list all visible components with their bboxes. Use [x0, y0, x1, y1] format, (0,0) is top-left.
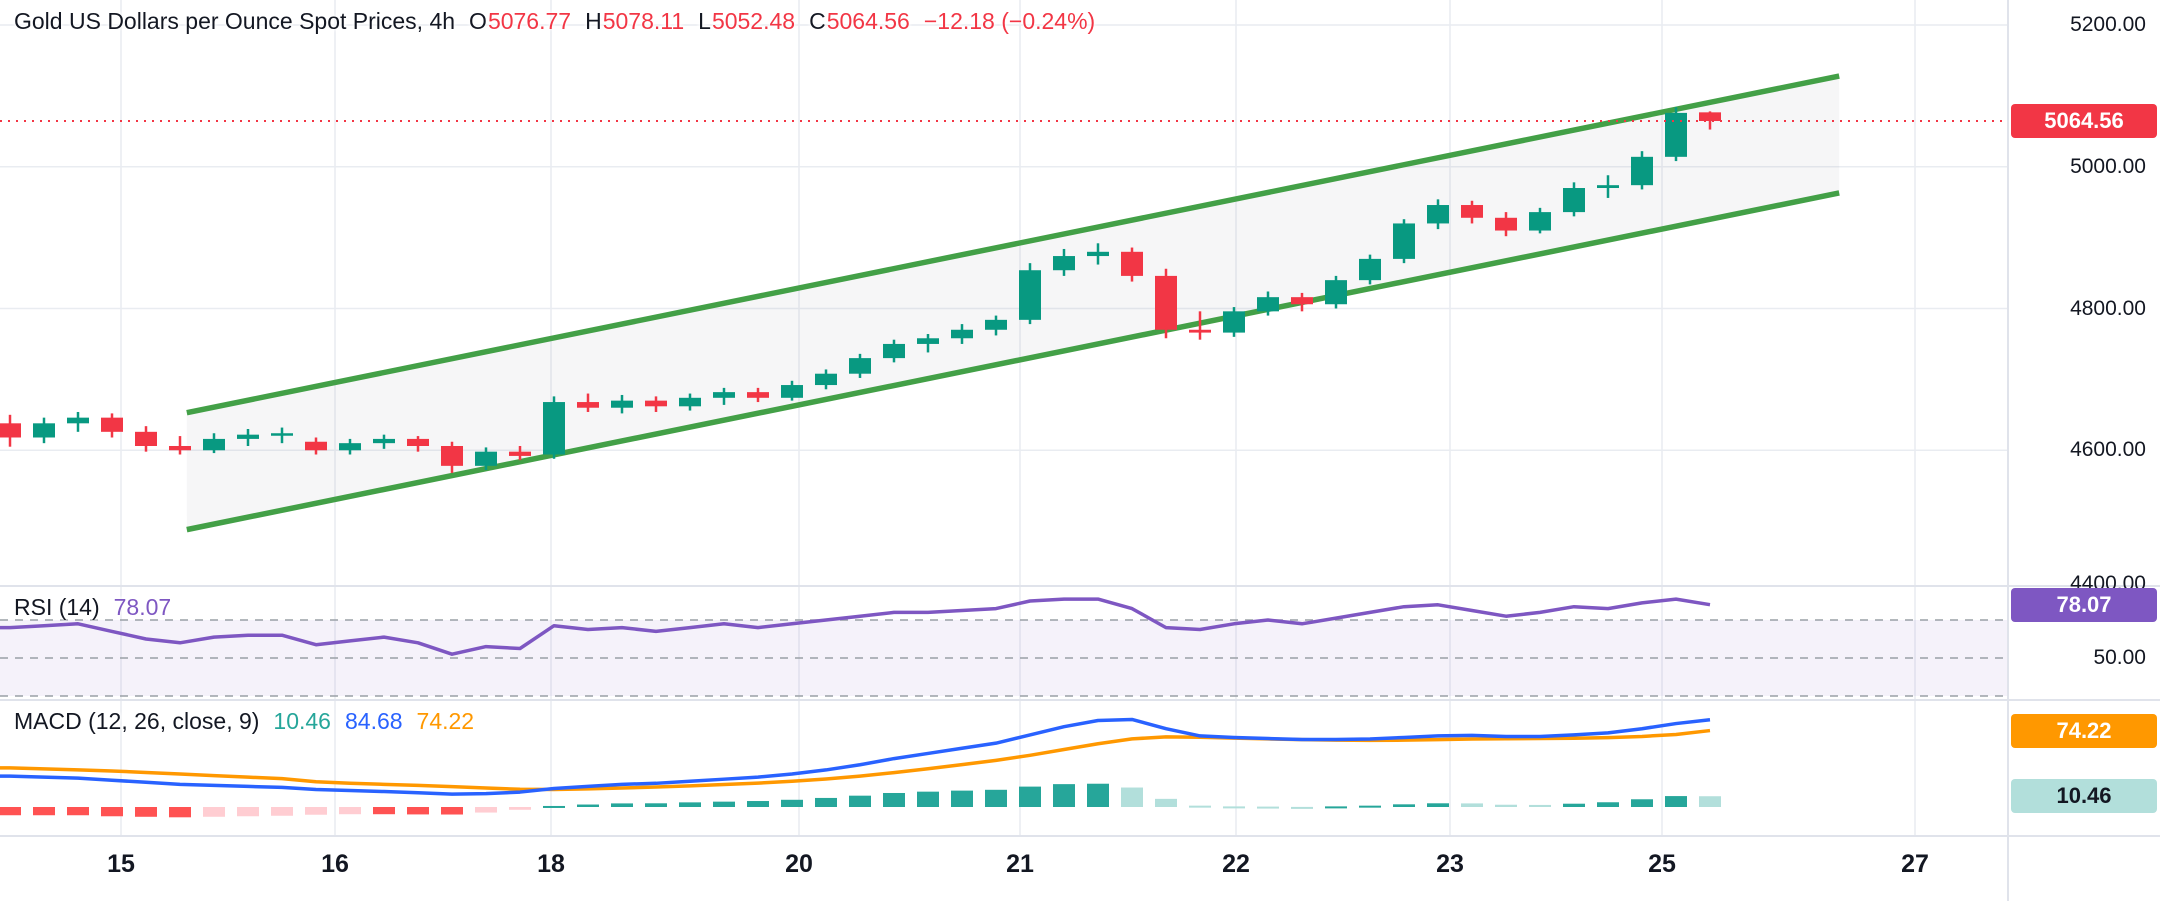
macd-hist-value: 10.46 — [273, 708, 331, 734]
price-axis[interactable]: 5200.00 5000.00 4800.00 4600.00 4400.00 … — [2008, 0, 2160, 901]
close-value: 5064.56 — [826, 8, 910, 34]
rsi-legend: RSI (14) 78.07 — [14, 594, 171, 621]
ohlc-low: L 5052.48 — [698, 8, 795, 35]
close-label: C — [809, 8, 826, 34]
time-tick-20: 20 — [785, 850, 813, 878]
last-price-badge: 5064.56 — [2011, 104, 2157, 138]
price-tick-5200: 5200.00 — [2070, 13, 2146, 36]
chart-title[interactable]: Gold US Dollars per Ounce Spot Prices, 4… — [14, 8, 456, 34]
time-axis[interactable]: 15 16 18 20 21 22 23 25 27 — [0, 836, 2008, 901]
rsi-mid-tick: 50.00 — [2093, 646, 2146, 669]
time-tick-16: 16 — [321, 850, 349, 878]
time-tick-25: 25 — [1648, 850, 1676, 878]
time-tick-22: 22 — [1222, 850, 1250, 878]
macd-legend: MACD (12, 26, close, 9) 10.46 84.68 74.2… — [14, 708, 474, 735]
low-label: L — [698, 8, 711, 34]
ohlc-high: H 5078.11 — [585, 8, 684, 35]
macd-signal-badge: 74.22 — [2011, 714, 2157, 748]
ohlc-close: C 5064.56 — [809, 8, 910, 35]
price-tick-5000: 5000.00 — [2070, 155, 2146, 178]
price-tick-4600: 4600.00 — [2070, 438, 2146, 461]
rsi-value: 78.07 — [113, 594, 172, 620]
time-tick-23: 23 — [1436, 850, 1464, 878]
high-value: 5078.11 — [602, 8, 685, 34]
open-label: O — [469, 8, 487, 34]
change-value: −12.18 (−0.24%) — [923, 8, 1096, 34]
main-chart-legend: Gold US Dollars per Ounce Spot Prices, 4… — [14, 8, 1095, 35]
macd-line-value: 84.68 — [344, 708, 403, 734]
macd-hist-badge: 10.46 — [2011, 779, 2157, 813]
high-label: H — [585, 8, 602, 34]
price-tick-4800: 4800.00 — [2070, 297, 2146, 320]
rsi-label[interactable]: RSI (14) — [14, 594, 100, 620]
time-tick-18: 18 — [537, 850, 565, 878]
open-value: 5076.77 — [487, 8, 572, 34]
time-tick-21: 21 — [1006, 850, 1034, 878]
ohlc-open: O 5076.77 — [469, 8, 571, 35]
rsi-badge: 78.07 — [2011, 588, 2157, 622]
macd-signal-value: 74.22 — [416, 708, 475, 734]
time-tick-15: 15 — [107, 850, 135, 878]
time-tick-27: 27 — [1901, 850, 1929, 878]
low-value: 5052.48 — [711, 8, 796, 34]
macd-label[interactable]: MACD (12, 26, close, 9) — [14, 708, 260, 734]
